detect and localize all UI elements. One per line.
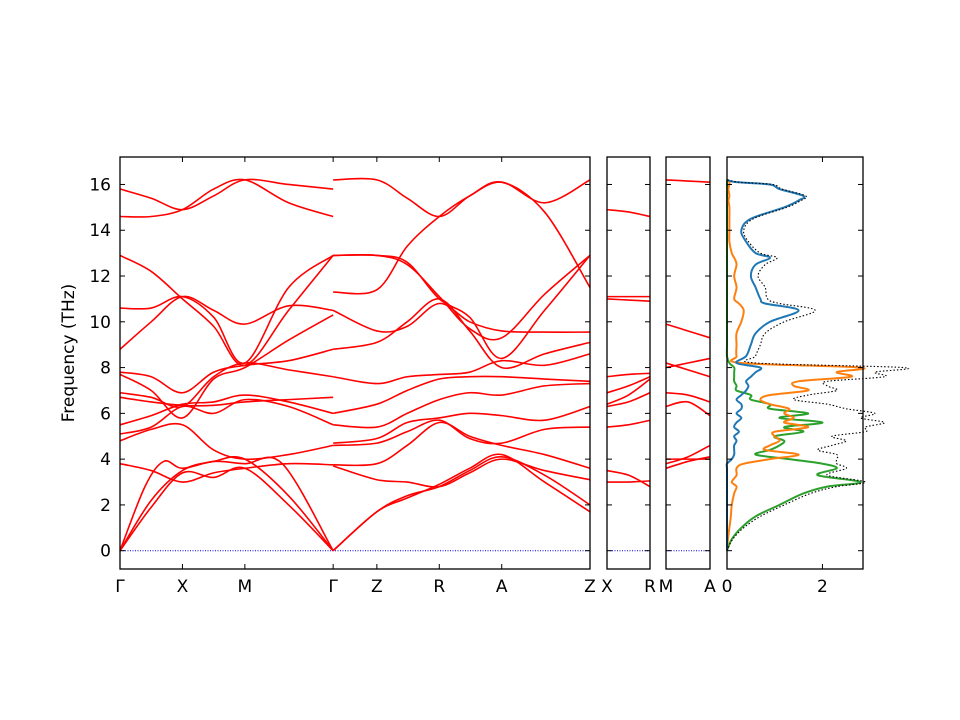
band-line <box>119 178 334 218</box>
panel-frame <box>119 156 591 570</box>
band-line <box>119 394 334 426</box>
x-tick-label: Γ <box>115 577 125 597</box>
band-line <box>606 375 651 394</box>
x-tick-label: A <box>496 577 508 597</box>
x-tick-label: A <box>704 577 716 597</box>
band-line <box>333 177 591 218</box>
band-line <box>606 480 651 483</box>
band-line <box>332 302 591 333</box>
band-line <box>119 295 334 350</box>
y-tick-label: 6 <box>100 404 111 424</box>
band-line <box>665 357 711 369</box>
dos-frame <box>726 156 864 570</box>
band-line <box>665 400 711 417</box>
band-line <box>119 254 334 364</box>
panel-frame <box>665 156 711 570</box>
band-line <box>119 254 334 367</box>
dos-x-tick-label: 2 <box>817 577 828 597</box>
band-line <box>333 180 591 295</box>
y-tick-label: 12 <box>89 267 111 287</box>
y-tick-label: 0 <box>100 542 111 562</box>
y-tick-label: 4 <box>100 450 111 470</box>
band-line <box>119 178 334 211</box>
x-tick-label: X <box>601 577 613 597</box>
band-line <box>606 469 651 488</box>
band-line <box>665 323 711 339</box>
x-tick-label: M <box>238 577 253 597</box>
band-line <box>119 362 334 408</box>
band-line <box>665 362 711 378</box>
band-line <box>332 458 591 488</box>
band-line <box>606 208 651 218</box>
y-tick-label: 8 <box>100 359 111 379</box>
band-line <box>333 405 591 444</box>
x-tick-label: R <box>644 577 656 597</box>
band-line <box>119 462 334 483</box>
y-axis-label: Frequency (THz) <box>59 284 79 423</box>
dos-partial-curve <box>726 179 866 551</box>
band-line <box>332 375 591 415</box>
x-tick-label: R <box>433 577 445 597</box>
band-line <box>119 398 334 435</box>
band-line <box>333 298 591 370</box>
band-line <box>606 372 651 378</box>
band-line <box>665 456 711 470</box>
x-tick-label: Z <box>584 577 596 597</box>
y-tick-label: 14 <box>89 221 111 241</box>
y-tick-label: 2 <box>100 496 111 516</box>
band-line <box>665 444 711 465</box>
x-tick-label: Γ <box>328 577 338 597</box>
band-line <box>606 392 651 408</box>
band-line <box>665 391 711 403</box>
band-line <box>119 466 334 552</box>
band-line <box>333 419 591 447</box>
x-tick-label: X <box>177 577 189 597</box>
panel-frame <box>606 156 651 570</box>
band-line <box>606 378 651 405</box>
band-line <box>119 396 334 407</box>
y-tick-label: 10 <box>89 313 111 333</box>
y-axis-title-group: Frequency (THz) <box>59 284 79 423</box>
band-line <box>333 254 591 360</box>
band-line <box>333 353 591 385</box>
band-line <box>333 382 591 429</box>
dos-total-curve <box>726 179 909 551</box>
band-line <box>333 253 591 341</box>
y-tick-label: 16 <box>89 175 111 195</box>
x-tick-label: M <box>659 577 674 597</box>
x-tick-label: Z <box>371 577 383 597</box>
band-line <box>665 179 711 183</box>
band-line <box>119 348 334 394</box>
band-line <box>606 298 651 302</box>
band-line <box>606 419 651 428</box>
band-line <box>332 456 591 552</box>
band-line <box>119 314 334 419</box>
dos-x-tick-label: 0 <box>722 577 733 597</box>
band-line <box>333 421 591 470</box>
band-line <box>119 422 334 461</box>
band-line <box>332 453 591 552</box>
band-panel-1: Γ X M Γ Z R A Z 0 2 4 6 8 10 12 14 16 <box>89 156 596 597</box>
